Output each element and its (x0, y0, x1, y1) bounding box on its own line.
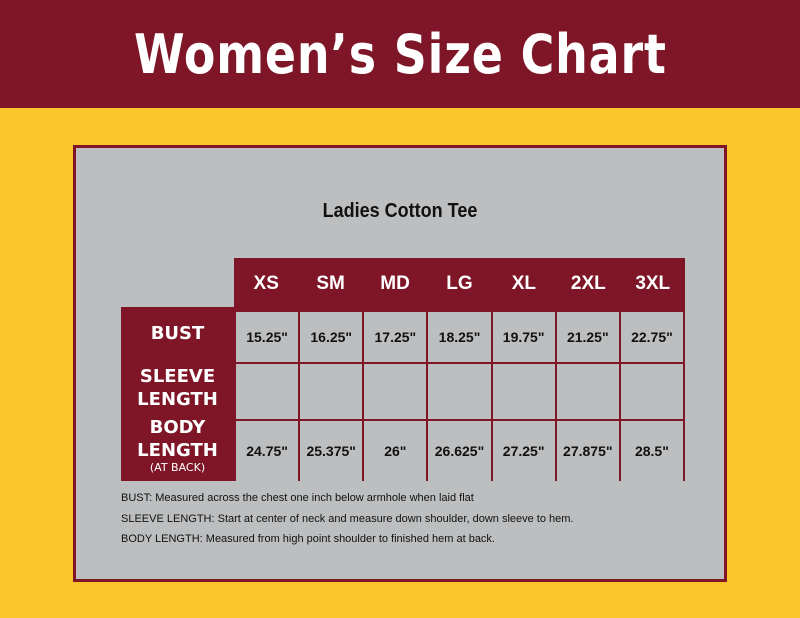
table-cell: 26.625" (428, 421, 491, 481)
table-cell (364, 364, 427, 419)
note-text: Measured across the chest one inch below… (152, 492, 474, 504)
row-label-sleeve: SLEEVE LENGTH (137, 366, 218, 410)
note-text: Measured from high point shoulder to fin… (202, 533, 495, 545)
table-cell: 15.25" (236, 312, 299, 362)
table-cell: 24.75" (236, 421, 299, 481)
size-header: XS (253, 273, 279, 294)
table-cell (620, 364, 683, 419)
table-cell: 17.25" (364, 312, 427, 362)
size-header: LG (446, 273, 473, 294)
note-term: BUST: (121, 492, 153, 504)
table-cell: 18.25" (428, 312, 491, 362)
table-cell: 16.25" (300, 312, 363, 362)
table-cell: 28.5" (620, 421, 683, 481)
table-cell: 19.75" (492, 312, 555, 362)
size-header: SM (316, 273, 345, 294)
table-cell: 25.375" (300, 421, 363, 481)
table-cell (556, 364, 619, 419)
table-cell: 27.875" (556, 421, 619, 481)
table-cell (300, 364, 363, 419)
size-header-row: XS SM MD LG XL 2XL 3XL (234, 258, 685, 310)
note-term: BODY LENGTH: (121, 533, 203, 545)
size-header: MD (380, 273, 410, 294)
page-title: Women’s Size Chart (133, 22, 667, 86)
measurement-grid: 15.25" 16.25" 17.25" 18.25" 19.75" 21.25" 22.7… (234, 310, 685, 481)
row-labels: BUST SLEEVE LENGTH BODY LENGTH (AT BACK) (121, 307, 234, 481)
row-label-bust: BUST (150, 323, 205, 344)
table-cell: 22.75" (620, 312, 683, 362)
table-cell (236, 364, 299, 419)
note-bust: BUST: Measured across the chest one inch… (121, 492, 474, 504)
note-text: Start at center of neck and measure down… (214, 513, 574, 525)
note-term: SLEEVE LENGTH: (121, 513, 215, 525)
title-banner: Women’s Size Chart (0, 0, 800, 108)
table-cell: 21.25" (556, 312, 619, 362)
product-title: Ladies Cotton Tee (322, 200, 478, 222)
table-cell: 26" (364, 421, 427, 481)
size-header: 2XL (570, 273, 606, 294)
size-header: 3XL (635, 273, 671, 294)
row-label-body-text: BODY LENGTH (137, 417, 218, 461)
note-body: BODY LENGTH: Measured from high point sh… (121, 533, 495, 545)
row-sublabel: (AT BACK) (149, 461, 206, 474)
table-cell: 27.25" (492, 421, 555, 481)
size-header: XL (511, 273, 537, 294)
note-sleeve: SLEEVE LENGTH: Start at center of neck a… (121, 513, 573, 525)
table-cell (492, 364, 555, 419)
row-label-body: BODY LENGTH (AT BACK) (121, 416, 234, 474)
size-chart-panel: Ladies Cotton Tee XS SM MD LG XL 2XL 3XL… (73, 145, 727, 582)
table-cell (428, 364, 491, 419)
